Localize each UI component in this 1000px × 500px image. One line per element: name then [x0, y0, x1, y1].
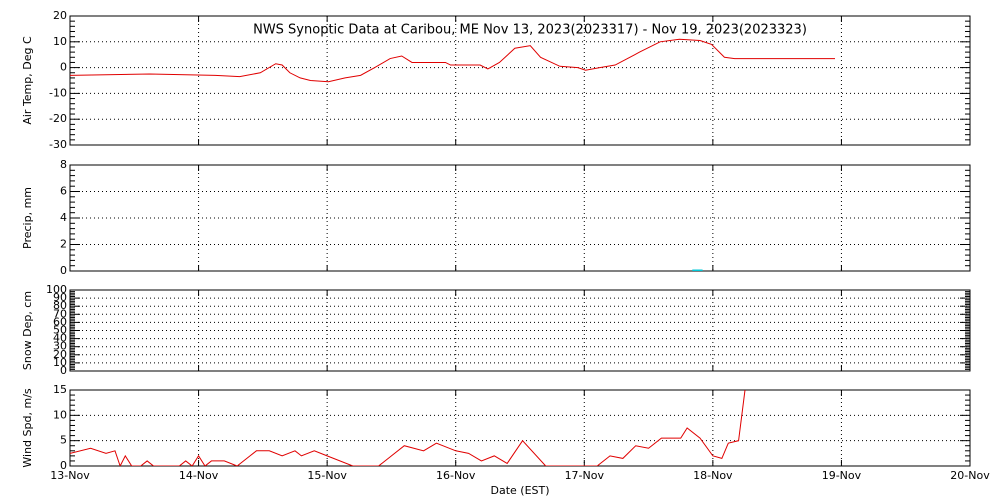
y-tick-label: 10	[53, 356, 67, 369]
y-tick-label: -10	[49, 86, 67, 99]
y-tick-label: 20	[53, 348, 67, 361]
y-tick-label: 50	[53, 324, 67, 337]
x-tick-label: 18-Nov	[693, 469, 733, 482]
x-tick-label: 13-Nov	[50, 469, 90, 482]
x-tick-label: 15-Nov	[307, 469, 347, 482]
y-tick-label: 5	[60, 434, 67, 447]
y-axis-label: Wind Spd, m/s	[21, 388, 34, 468]
y-tick-label: 6	[60, 185, 67, 198]
y-tick-label: 90	[53, 291, 67, 304]
y-axis-label: Precip, mm	[21, 187, 34, 249]
y-tick-label: 4	[60, 211, 67, 224]
y-axis-label: Air Temp, Deg C	[21, 36, 34, 125]
y-tick-label: 15	[53, 383, 67, 396]
y-tick-label: 0	[60, 364, 67, 377]
y-tick-label: 30	[53, 340, 67, 353]
x-tick-label: 19-Nov	[822, 469, 862, 482]
plot-frame	[69, 164, 971, 272]
y-tick-label: 0	[60, 61, 67, 74]
y-tick-label: 80	[53, 299, 67, 312]
y-tick-label: -30	[49, 138, 67, 151]
y-tick-label: 70	[53, 307, 67, 320]
y-tick-label: 2	[60, 238, 67, 251]
x-axis-label: Date (EST)	[490, 484, 549, 497]
plot-frame	[69, 289, 971, 372]
plot-frame	[69, 15, 971, 146]
y-tick-label: 100	[46, 283, 67, 296]
data-line	[70, 38, 835, 83]
y-axis-label: Snow Dep, cm	[21, 291, 34, 370]
y-tick-label: 8	[60, 158, 67, 171]
y-tick-label: 40	[53, 332, 67, 345]
x-tick-label: 14-Nov	[179, 469, 219, 482]
y-tick-label: 10	[53, 35, 67, 48]
chart-title: NWS Synoptic Data at Caribou, ME Nov 13,…	[253, 23, 807, 38]
y-tick-label: -20	[49, 112, 67, 125]
x-tick-label: 16-Nov	[436, 469, 476, 482]
plot-frame	[69, 389, 971, 467]
y-tick-label: 20	[53, 9, 67, 22]
y-tick-label: 60	[53, 315, 67, 328]
x-tick-label: 17-Nov	[565, 469, 605, 482]
data-line	[70, 390, 746, 466]
y-tick-label: 0	[60, 264, 67, 277]
x-tick-label: 20-Nov	[950, 469, 990, 482]
y-tick-label: 10	[53, 408, 67, 421]
y-tick-label: 0	[60, 459, 67, 472]
